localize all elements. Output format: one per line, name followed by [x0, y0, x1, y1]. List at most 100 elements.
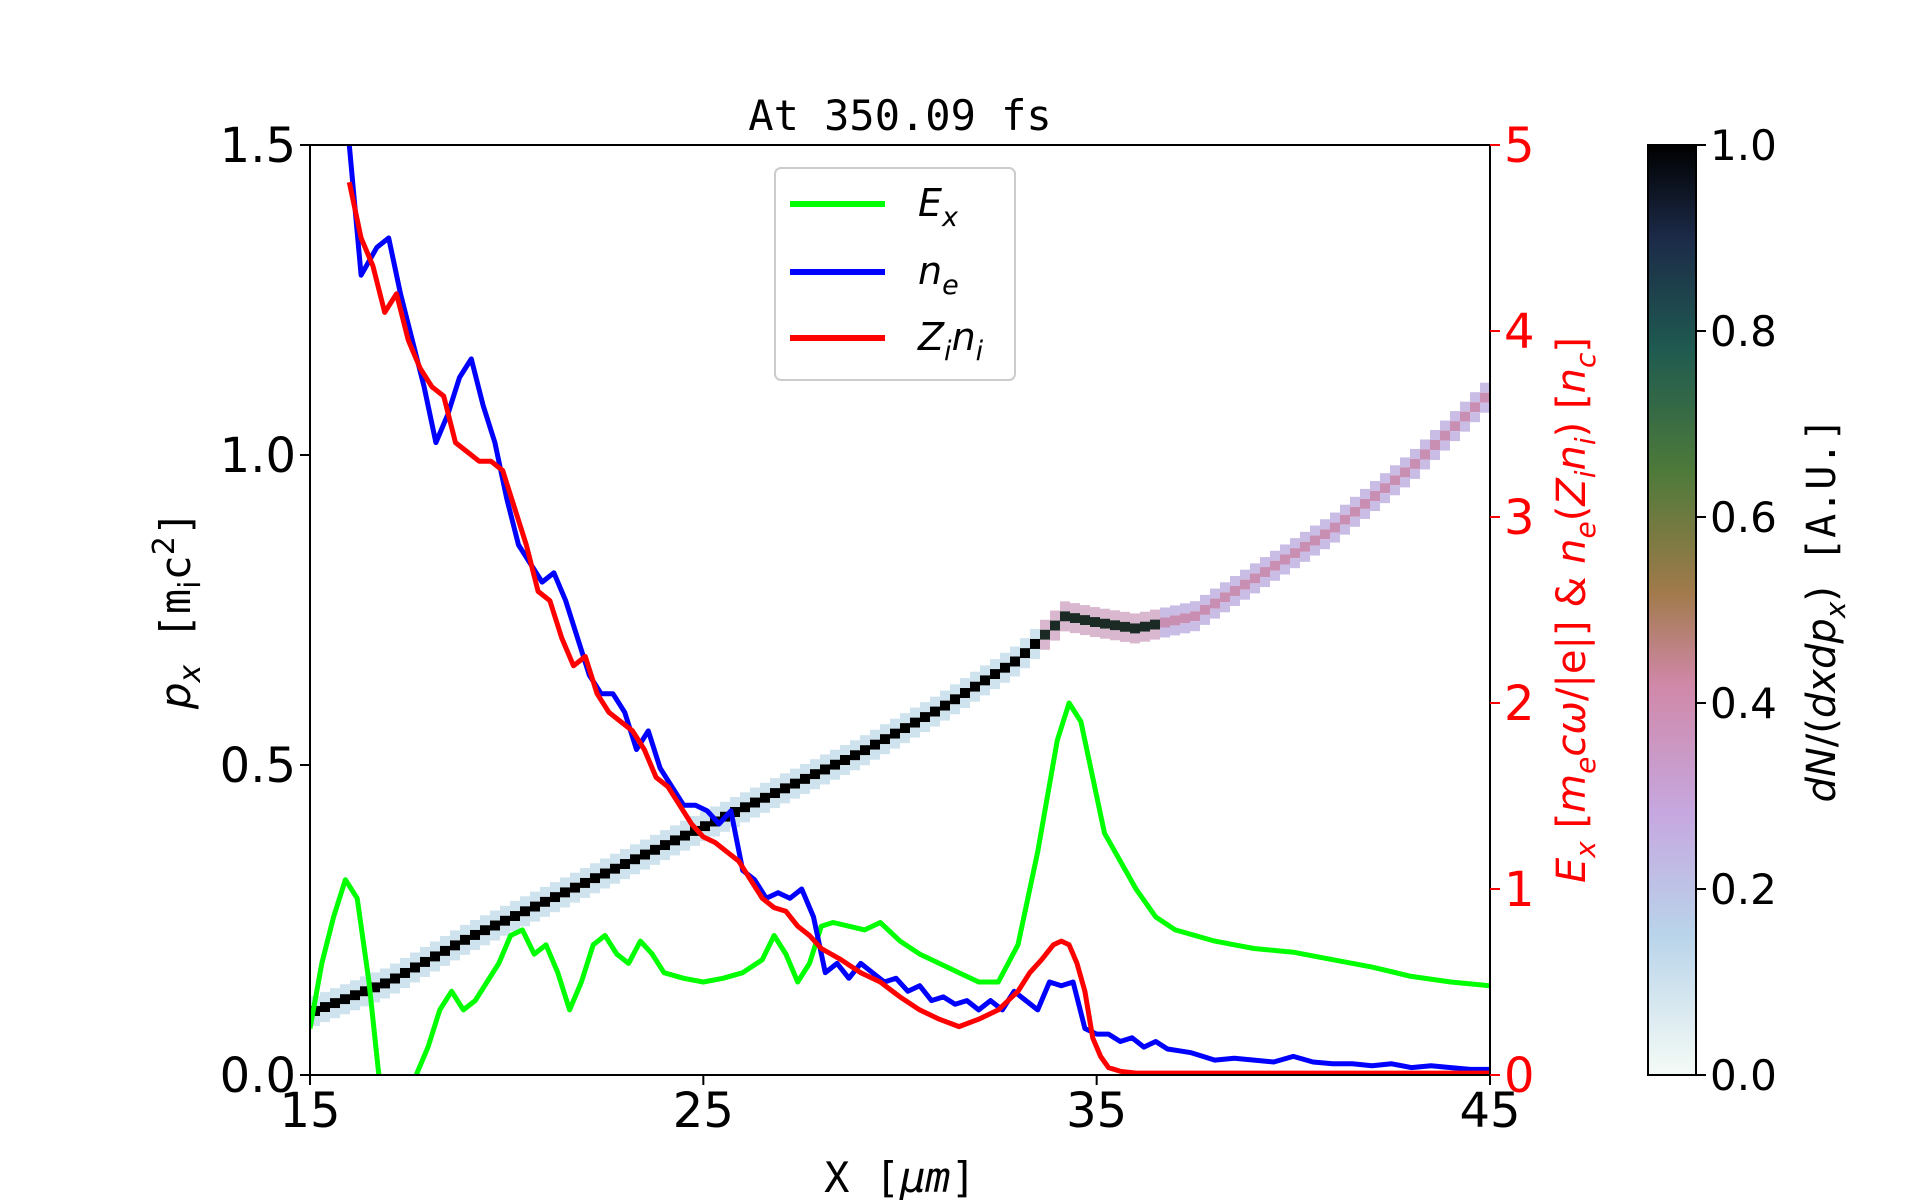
colorbar-ticks: 0.0 0.2 0.4 0.6 0.8 1.0	[1696, 121, 1777, 1100]
phase-cell-halo	[1230, 595, 1240, 606]
colorbar-gradient	[1647, 144, 1697, 1076]
phase-cell-halo	[790, 768, 800, 779]
phase-cell	[850, 750, 860, 761]
phase-cell-halo	[1140, 631, 1150, 642]
phase-cell-halo	[560, 877, 570, 888]
phase-cell	[550, 892, 560, 903]
phase-cell-halo	[990, 679, 1000, 690]
phase-cell	[1350, 506, 1360, 517]
plot-frame	[309, 144, 1491, 1076]
phase-cell-halo	[940, 690, 950, 701]
phase-cell-halo	[1240, 589, 1250, 600]
phase-cell-halo	[810, 779, 820, 790]
phase-cell	[1180, 613, 1190, 624]
phase-cell-halo	[1060, 621, 1070, 632]
phase-cell-halo	[540, 906, 550, 917]
phase-cell	[470, 929, 480, 940]
phase-cell	[1300, 541, 1310, 552]
phase-cell-halo	[870, 729, 880, 740]
phase-cell-halo	[870, 749, 880, 760]
phase-cell	[970, 681, 980, 692]
y2-tick-label: 5	[1504, 118, 1535, 174]
phase-cell-halo	[590, 863, 600, 874]
phase-cell	[820, 764, 830, 775]
phase-cell-halo	[720, 801, 730, 812]
phase-cell-halo	[1410, 448, 1420, 459]
phase-cell-halo	[1080, 605, 1090, 616]
phase-cell	[330, 998, 340, 1009]
phase-cell-halo	[1180, 603, 1190, 614]
phase-cell-halo	[340, 1004, 350, 1015]
phase-cell-halo	[900, 733, 910, 744]
phase-cell-halo	[490, 910, 500, 921]
phase-cell-halo	[1010, 646, 1020, 657]
phase-cell-halo	[970, 671, 980, 682]
phase-cell	[460, 934, 470, 945]
phase-cell-halo	[650, 854, 660, 865]
phase-cell	[770, 788, 780, 799]
x-axis-label: X [μm]	[824, 1153, 976, 1200]
phase-cell	[910, 717, 920, 728]
legend-label-zini: Zini	[917, 315, 984, 367]
phase-cell-halo	[520, 896, 530, 907]
phase-cell-halo	[1250, 563, 1260, 574]
phase-cell-halo	[310, 1016, 320, 1027]
phase-cell	[1340, 514, 1350, 525]
phase-cell-halo	[1130, 633, 1140, 644]
phase-cell-halo	[500, 925, 510, 936]
phase-cell-halo	[1190, 601, 1200, 612]
chart-title: At 350.09 fs	[748, 91, 1051, 140]
phase-cell	[1370, 491, 1380, 502]
phase-cell	[990, 669, 1000, 680]
phase-cell-halo	[960, 698, 970, 709]
phase-cell	[1440, 430, 1450, 441]
phase-cell	[610, 863, 620, 874]
phase-cell-halo	[1330, 512, 1340, 523]
phase-cell-halo	[330, 1008, 340, 1019]
phase-cell-halo	[940, 710, 950, 721]
phase-cell-halo	[500, 905, 510, 916]
y2-tick-label: 3	[1504, 490, 1535, 546]
phase-cell	[800, 773, 810, 784]
phase-cell-halo	[1170, 605, 1180, 616]
phase-cell-halo	[860, 735, 870, 746]
phase-cell-halo	[1370, 501, 1380, 512]
phase-cell-halo	[1200, 594, 1210, 605]
phase-cell-halo	[1450, 411, 1460, 422]
phase-cell	[420, 956, 430, 967]
phase-cell-halo	[880, 724, 890, 735]
phase-cell-halo	[1120, 611, 1130, 622]
phase-cell-halo	[1000, 672, 1010, 683]
phase-cell-halo	[1290, 558, 1300, 569]
phase-cell	[1200, 604, 1210, 615]
phase-cell	[1020, 648, 1030, 659]
phase-cell	[660, 840, 670, 851]
phase-cell-halo	[570, 872, 580, 883]
phase-cell-halo	[1440, 420, 1450, 431]
phase-cell-halo	[850, 760, 860, 771]
phase-cell-halo	[710, 806, 720, 817]
phase-cell-halo	[1310, 545, 1320, 556]
phase-cell-halo	[770, 798, 780, 809]
phase-cell-halo	[910, 727, 920, 738]
phase-cell	[320, 1002, 330, 1013]
phase-cell-halo	[1480, 382, 1490, 393]
phase-cell-halo	[1070, 603, 1080, 614]
phase-cell-halo	[1390, 485, 1400, 496]
phase-cell-halo	[610, 873, 620, 884]
phase-cell-halo	[320, 992, 330, 1003]
phase-cell-halo	[640, 839, 650, 850]
phase-cell	[870, 739, 880, 750]
phase-cell-halo	[750, 807, 760, 818]
y-tick-label: 0.5	[220, 738, 296, 794]
legend-label-ex: Ex	[918, 181, 959, 233]
phase-cell-halo	[890, 738, 900, 749]
phase-cell-halo	[760, 802, 770, 813]
phase-cell-halo	[420, 946, 430, 957]
phase-cell	[1220, 592, 1230, 603]
phase-cell-halo	[590, 883, 600, 894]
phase-cell	[950, 694, 960, 705]
phase-cell-halo	[1380, 473, 1390, 484]
phase-cell	[930, 706, 940, 717]
series-line-e-x	[310, 700, 1490, 1075]
